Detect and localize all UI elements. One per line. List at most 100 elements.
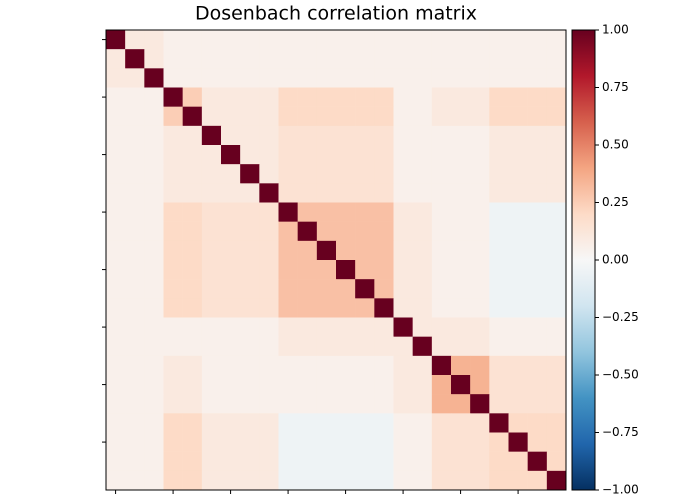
heatmap-cell: [451, 394, 471, 414]
heatmap-cell: [182, 125, 203, 146]
heatmap-cell: [240, 221, 260, 242]
colorbar: [571, 29, 596, 491]
heatmap-cell: [144, 30, 164, 50]
heatmap-cell: [316, 336, 337, 357]
heatmap-cell: [297, 125, 318, 146]
heatmap-cell: [259, 68, 279, 88]
heatmap-cell: [144, 183, 164, 203]
heatmap-cell: [240, 260, 260, 280]
heatmap-cell: [470, 183, 490, 203]
heatmap-cell: [546, 49, 567, 69]
heatmap-cell: [182, 106, 203, 127]
heatmap-cell: [278, 298, 298, 318]
heatmap-cell: [125, 375, 145, 395]
heatmap-cell: [163, 240, 183, 261]
heatmap-cell: [527, 451, 548, 472]
heatmap-cell: [297, 394, 318, 414]
heatmap-cell: [182, 279, 203, 299]
heatmap-cell: [106, 298, 126, 318]
heatmap-cell: [316, 260, 337, 280]
heatmap-cell: [508, 394, 528, 414]
heatmap-cell: [470, 413, 490, 433]
heatmap-cell: [221, 375, 241, 395]
heatmap-cell: [297, 30, 318, 50]
heatmap-cell: [393, 394, 413, 414]
heatmap-cell: [144, 68, 164, 88]
heatmap-cell: [201, 413, 222, 433]
heatmap-cell: [336, 260, 356, 280]
heatmap-cell: [489, 68, 509, 88]
heatmap-cell: [316, 317, 337, 337]
heatmap-cell: [297, 202, 318, 222]
heatmap-cell: [412, 183, 433, 203]
heatmap-cell: [125, 221, 145, 242]
heatmap-cell: [393, 298, 413, 318]
heatmap-cell: [221, 49, 241, 69]
heatmap-cell: [546, 240, 567, 261]
heatmap-cell: [355, 279, 375, 299]
heatmap-cell: [201, 164, 222, 184]
heatmap-cell: [431, 375, 452, 395]
heatmap-cell: [470, 336, 490, 357]
heatmap-cell: [451, 125, 471, 146]
heatmap-cell: [259, 202, 279, 222]
heatmap-cell: [278, 68, 298, 88]
heatmap-cell: [259, 125, 279, 146]
heatmap-cell: [374, 336, 394, 357]
heatmap-cell: [508, 317, 528, 337]
heatmap-cell: [221, 106, 241, 127]
heatmap-cell: [412, 49, 433, 69]
heatmap-cell: [144, 240, 164, 261]
heatmap-cell: [144, 164, 164, 184]
heatmap-cell: [431, 298, 452, 318]
heatmap-cell: [393, 202, 413, 222]
heatmap-cell: [182, 87, 203, 107]
heatmap-cell: [125, 260, 145, 280]
heatmap-cell: [240, 106, 260, 127]
heatmap-cell: [106, 49, 126, 69]
heatmap-cell: [316, 125, 337, 146]
heatmap-cell: [297, 336, 318, 357]
heatmap-cell: [125, 145, 145, 165]
heatmap-cell: [106, 125, 126, 146]
heatmap-cell: [374, 451, 394, 472]
heatmap-cell: [527, 317, 548, 337]
heatmap-cell: [527, 68, 548, 88]
heatmap-cell: [336, 451, 356, 472]
heatmap-cell: [316, 394, 337, 414]
heatmap-cell: [144, 317, 164, 337]
heatmap-cell: [240, 394, 260, 414]
colorbar-tick-label: 0.75: [602, 80, 629, 94]
heatmap-cell: [278, 260, 298, 280]
colorbar-tick-label: 1.00: [602, 23, 629, 37]
heatmap-cell: [297, 298, 318, 318]
heatmap-cell: [412, 394, 433, 414]
heatmap-cell: [144, 106, 164, 127]
heatmap-cell: [489, 413, 509, 433]
heatmap-cell: [451, 240, 471, 261]
heatmap-cell: [431, 87, 452, 107]
heatmap-cell: [508, 68, 528, 88]
heatmap-cell: [527, 336, 548, 357]
heatmap-cell: [106, 451, 126, 472]
heatmap-cell: [412, 202, 433, 222]
heatmap-cell: [355, 49, 375, 69]
heatmap-cell: [144, 432, 164, 452]
heatmap-cell: [431, 413, 452, 433]
heatmap-cell: [163, 470, 183, 491]
heatmap-cell: [451, 451, 471, 472]
heatmap-cell: [393, 87, 413, 107]
heatmap-cell: [527, 164, 548, 184]
heatmap-cell: [182, 432, 203, 452]
heatmap-cell: [374, 240, 394, 261]
heatmap-cell: [125, 355, 145, 376]
heatmap-cell: [546, 106, 567, 127]
heatmap-cell: [412, 355, 433, 376]
colorbar-tick-label: −0.25: [602, 310, 639, 324]
heatmap-cell: [374, 125, 394, 146]
heatmap-cell: [163, 451, 183, 472]
heatmap-cell: [451, 413, 471, 433]
heatmap-cell: [546, 298, 567, 318]
heatmap-cell: [316, 183, 337, 203]
heatmap-cell: [297, 279, 318, 299]
